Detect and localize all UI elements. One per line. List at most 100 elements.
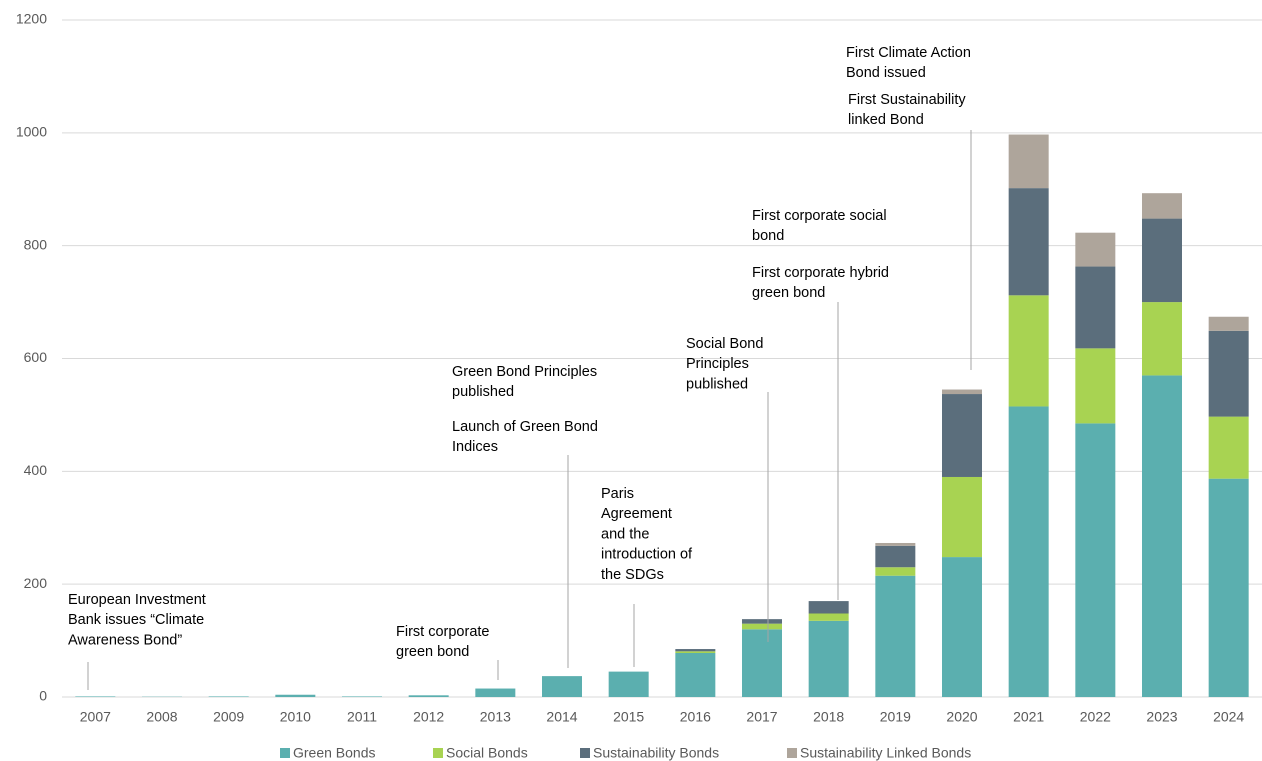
bar-segment (808, 613, 849, 621)
x-tick-label: 2011 (347, 709, 377, 725)
bar-segment (1142, 218, 1182, 303)
bar-segment (1208, 330, 1249, 417)
bar-segment (1075, 348, 1116, 424)
x-tick-label: 2013 (480, 709, 511, 725)
x-tick-label: 2014 (546, 709, 577, 725)
annotation-text: and the (601, 526, 649, 542)
annotation-text: First corporate hybrid (752, 265, 889, 281)
bar-segment (742, 623, 782, 630)
legend-swatch (787, 748, 797, 758)
x-tick-label: 2023 (1146, 709, 1177, 725)
annotation-text: published (686, 376, 748, 392)
x-tick-label: 2019 (880, 709, 911, 725)
bar-segment (608, 671, 649, 697)
annotation-text: Green Bond Principles (452, 364, 597, 380)
bar-segment (1142, 302, 1182, 376)
y-tick-label: 1200 (16, 11, 47, 27)
annotation-text: First Climate Action (846, 45, 971, 61)
annotation-text: linked Bond (848, 112, 924, 128)
annotation-text: introduction of (601, 547, 693, 563)
legend-swatch (580, 748, 590, 758)
x-tick-label: 2017 (746, 709, 777, 725)
annotation-text: First corporate social (752, 208, 887, 224)
bar-segment (75, 696, 116, 697)
annotation-text: Principles (686, 356, 749, 372)
bar-segment (808, 620, 849, 697)
bar-segment (475, 688, 516, 697)
bar-segment (1075, 232, 1116, 267)
bar-segment (875, 542, 916, 546)
annotation-text: Bond issued (846, 65, 926, 81)
y-tick-label: 200 (24, 575, 48, 591)
bar-segment (408, 695, 449, 697)
y-tick-label: 400 (24, 462, 48, 478)
x-tick-label: 2012 (413, 709, 444, 725)
bar-segment (275, 694, 316, 697)
bar-segment (208, 696, 249, 697)
x-tick-label: 2024 (1213, 709, 1244, 725)
x-tick-label: 2018 (813, 709, 844, 725)
y-tick-label: 800 (24, 236, 48, 252)
y-tick-label: 0 (39, 688, 47, 704)
x-tick-label: 2020 (946, 709, 977, 725)
x-tick-label: 2016 (680, 709, 711, 725)
bar-segment (1008, 406, 1049, 697)
bar-segment (1008, 134, 1049, 189)
bar-segment (1208, 478, 1249, 697)
x-tick-label: 2009 (213, 709, 244, 725)
bar-segment (808, 601, 849, 614)
bar-segment (1075, 266, 1116, 349)
bar-segment (875, 567, 916, 576)
x-tick-label: 2008 (146, 709, 177, 725)
annotation-text: published (452, 384, 514, 400)
bar-segment (675, 649, 716, 652)
legend-label: Sustainability Bonds (593, 745, 719, 761)
x-tick-label: 2015 (613, 709, 644, 725)
legend-swatch (433, 748, 443, 758)
annotation-text: Social Bond (686, 336, 763, 352)
annotation-text: Agreement (601, 506, 672, 522)
bar-segment (1008, 295, 1049, 407)
bar-segment (675, 651, 716, 653)
bar-segment (342, 696, 382, 697)
legend-label: Green Bonds (293, 745, 376, 761)
x-tick-label: 2021 (1013, 709, 1044, 725)
annotation-text: Bank issues “Climate (68, 612, 204, 628)
bar-segment (1208, 316, 1249, 331)
y-tick-label: 1000 (16, 124, 47, 140)
y-tick-label: 600 (24, 349, 48, 365)
bar-segment (942, 394, 982, 477)
bar-segment (1142, 193, 1182, 219)
annotation-text: First corporate (396, 624, 489, 640)
bar-segment (1075, 423, 1116, 697)
annotation-text: green bond (396, 644, 469, 660)
x-tick-label: 2007 (80, 709, 111, 725)
bar-segment (875, 575, 916, 697)
annotation-text: First Sustainability (848, 92, 966, 108)
annotation-text: Indices (452, 439, 498, 455)
bar-segment (942, 557, 982, 697)
bar-segment (1208, 416, 1249, 479)
annotation-text: Launch of Green Bond (452, 419, 598, 435)
bar-segment (942, 389, 982, 395)
annotation-text: European Investment (68, 592, 206, 608)
bar-segment (875, 545, 916, 568)
bar-segment (1142, 375, 1182, 697)
bar-segment (1008, 188, 1049, 296)
legend-label: Social Bonds (446, 745, 528, 761)
legend-label: Sustainability Linked Bonds (800, 745, 971, 761)
bar-segment (675, 652, 716, 697)
legend-swatch (280, 748, 290, 758)
x-tick-label: 2010 (280, 709, 311, 725)
bar-segment (542, 676, 582, 697)
bar-segment (742, 619, 782, 624)
bar-segment (742, 629, 782, 697)
x-tick-label: 2022 (1080, 709, 1111, 725)
annotation-text: Paris (601, 486, 634, 502)
annotation-text: green bond (752, 285, 825, 301)
bar-segment (942, 476, 982, 558)
annotation-text: the SDGs (601, 567, 664, 583)
annotation-text: bond (752, 228, 784, 244)
annotation-text: Awareness Bond” (68, 632, 182, 648)
